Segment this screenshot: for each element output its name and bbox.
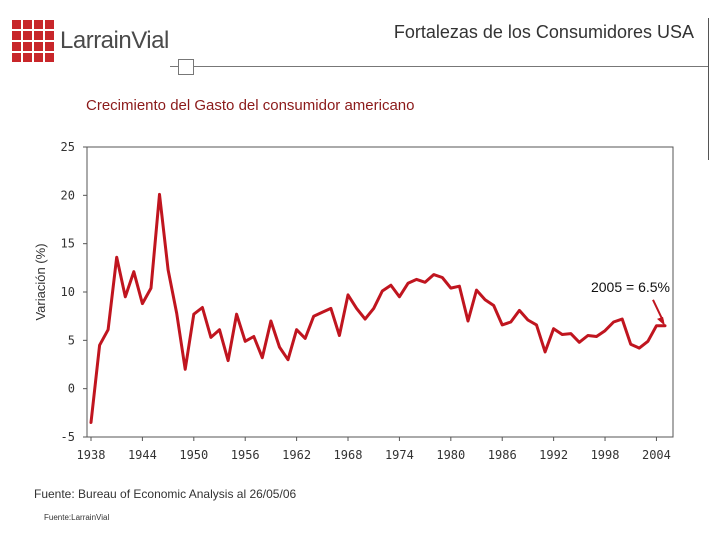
- footer-note: Fuente:LarrainVial: [44, 513, 110, 522]
- page-title: Fortalezas de los Consumidores USA: [393, 22, 694, 42]
- header-divider-arm: [170, 66, 178, 67]
- annotation-label: 2005 = 6.5%: [591, 279, 670, 295]
- chart-title: Crecimiento del Gasto del consumidor ame…: [86, 97, 415, 114]
- x-tick-label: 1980: [436, 448, 465, 462]
- x-tick-label: 1938: [77, 448, 106, 462]
- brand-logo: LarrainVial: [12, 20, 169, 62]
- header-box-icon: [178, 59, 194, 75]
- y-tick-label: 20: [61, 188, 75, 202]
- x-tick-label: 1950: [179, 448, 208, 462]
- logo-grid-icon: [12, 20, 54, 62]
- x-tick-label: 1998: [591, 448, 620, 462]
- x-tick-label: 1968: [334, 448, 363, 462]
- y-tick-label: -5: [61, 430, 75, 444]
- y-tick-label: 0: [68, 382, 75, 396]
- y-tick-label: 25: [61, 140, 75, 154]
- plot-frame: [86, 146, 674, 438]
- y-tick-label: 5: [68, 333, 75, 347]
- brand-name: LarrainVial: [60, 27, 169, 54]
- header-divider: [188, 66, 708, 67]
- annotation-arrow-head: [657, 316, 665, 326]
- x-tick-label: 1986: [488, 448, 517, 462]
- x-tick-label: 1956: [231, 448, 260, 462]
- x-tick-label: 1944: [128, 448, 157, 462]
- header-vertical-divider: [708, 18, 709, 160]
- annotation-arrow: [652, 299, 664, 322]
- x-tick-label: 1974: [385, 448, 414, 462]
- x-tick-label: 2004: [642, 448, 671, 462]
- series-line: [89, 192, 667, 424]
- y-tick-label: 10: [61, 285, 75, 299]
- x-tick-label: 1992: [539, 448, 568, 462]
- x-tick-label: 1962: [282, 448, 311, 462]
- y-tick-label: 15: [61, 237, 75, 251]
- source-note: Fuente: Bureau of Economic Analysis al 2…: [34, 487, 297, 501]
- y-axis-label: Variación (%): [33, 243, 48, 320]
